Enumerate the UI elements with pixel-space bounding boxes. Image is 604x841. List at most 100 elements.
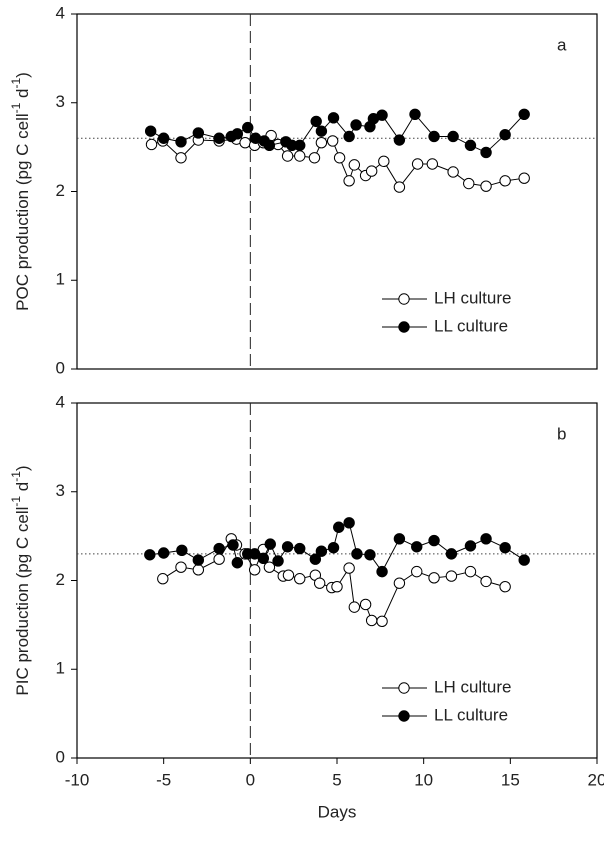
y-axis-label-part: -1 bbox=[9, 102, 23, 113]
legend-label: LL culture bbox=[434, 705, 508, 724]
data-point bbox=[308, 152, 321, 164]
data-point bbox=[499, 175, 511, 187]
data-point bbox=[264, 538, 276, 550]
data-point bbox=[393, 577, 406, 589]
data-point bbox=[393, 134, 406, 146]
x-tick-label: 10 bbox=[414, 770, 433, 789]
data-point bbox=[192, 554, 205, 566]
data-point bbox=[315, 545, 328, 557]
y-axis-label-part: PIC production (pg C cell bbox=[13, 507, 32, 696]
data-point bbox=[376, 565, 388, 578]
data-point bbox=[364, 549, 376, 561]
data-point bbox=[242, 121, 254, 134]
y-tick-label: 2 bbox=[56, 181, 65, 200]
data-point bbox=[175, 561, 187, 573]
data-point bbox=[213, 542, 225, 555]
y-tick-label: 0 bbox=[56, 747, 65, 766]
data-point bbox=[257, 552, 270, 565]
data-point bbox=[315, 136, 328, 149]
x-tick-label: 5 bbox=[332, 770, 341, 789]
x-tick-label: -5 bbox=[156, 770, 171, 789]
y-tick-label: 1 bbox=[56, 270, 65, 289]
data-point bbox=[426, 158, 439, 170]
data-point bbox=[428, 572, 440, 584]
data-point bbox=[463, 177, 475, 190]
x-tick-label: -10 bbox=[65, 770, 90, 789]
data-point bbox=[175, 152, 187, 164]
y-axis-label-part: -1 bbox=[9, 471, 23, 482]
data-point bbox=[409, 108, 421, 120]
data-point bbox=[348, 159, 361, 171]
data-point bbox=[348, 601, 361, 613]
legend-label: LH culture bbox=[434, 288, 511, 307]
data-point bbox=[327, 112, 340, 124]
y-axis-label-part: ) bbox=[13, 72, 32, 78]
data-point bbox=[393, 533, 406, 545]
data-point bbox=[263, 561, 276, 573]
data-point bbox=[411, 541, 423, 553]
y-tick-label: 4 bbox=[56, 392, 65, 411]
data-point bbox=[343, 130, 355, 143]
data-point bbox=[231, 128, 244, 140]
data-point bbox=[144, 125, 157, 137]
data-point bbox=[315, 125, 328, 137]
data-point bbox=[281, 150, 294, 162]
data-point bbox=[343, 562, 355, 574]
data-point bbox=[263, 139, 276, 152]
y-tick-label: 4 bbox=[56, 3, 65, 22]
data-point bbox=[359, 598, 372, 611]
data-point bbox=[331, 581, 343, 593]
panel-label: a bbox=[557, 35, 567, 54]
data-point bbox=[309, 553, 322, 565]
y-tick-label: 3 bbox=[56, 92, 65, 111]
data-point bbox=[294, 573, 306, 585]
data-point bbox=[428, 130, 440, 143]
y-axis-label-part: -1 bbox=[9, 78, 23, 89]
data-point bbox=[464, 540, 477, 552]
data-point bbox=[480, 146, 492, 159]
data-point bbox=[518, 172, 530, 184]
data-point bbox=[343, 517, 355, 529]
legend-marker bbox=[398, 293, 410, 305]
legend-marker bbox=[398, 321, 410, 333]
legend-label: LL culture bbox=[434, 316, 508, 335]
data-point bbox=[393, 181, 406, 193]
legend-label: LH culture bbox=[434, 677, 511, 696]
data-point bbox=[480, 575, 492, 588]
data-point bbox=[294, 542, 306, 555]
data-point bbox=[518, 108, 530, 120]
data-point bbox=[145, 138, 158, 151]
plot-frame bbox=[76, 13, 598, 370]
data-point bbox=[343, 175, 355, 187]
data-point bbox=[376, 615, 388, 628]
data-point bbox=[310, 115, 322, 128]
data-point bbox=[365, 165, 378, 177]
data-point bbox=[350, 119, 362, 131]
data-point bbox=[294, 139, 306, 152]
data-point bbox=[333, 521, 345, 533]
legend-marker bbox=[398, 682, 410, 694]
data-point bbox=[365, 614, 378, 627]
data-point bbox=[313, 577, 326, 589]
data-point bbox=[464, 139, 477, 152]
data-point bbox=[378, 155, 390, 168]
data-point bbox=[326, 135, 339, 147]
x-tick-label: 20 bbox=[588, 770, 604, 789]
data-point bbox=[376, 109, 388, 121]
data-point bbox=[231, 557, 244, 569]
y-tick-label: 3 bbox=[56, 481, 65, 500]
x-tick-label: 15 bbox=[501, 770, 520, 789]
data-point bbox=[480, 180, 492, 192]
data-point bbox=[447, 130, 459, 143]
data-point bbox=[213, 132, 225, 144]
data-point bbox=[327, 541, 340, 554]
data-point bbox=[272, 555, 284, 567]
data-point bbox=[213, 553, 225, 565]
data-point bbox=[281, 541, 294, 553]
data-point bbox=[445, 548, 458, 560]
data-point bbox=[192, 564, 205, 576]
data-point bbox=[282, 569, 295, 581]
data-point bbox=[411, 565, 423, 578]
data-point bbox=[227, 539, 239, 551]
